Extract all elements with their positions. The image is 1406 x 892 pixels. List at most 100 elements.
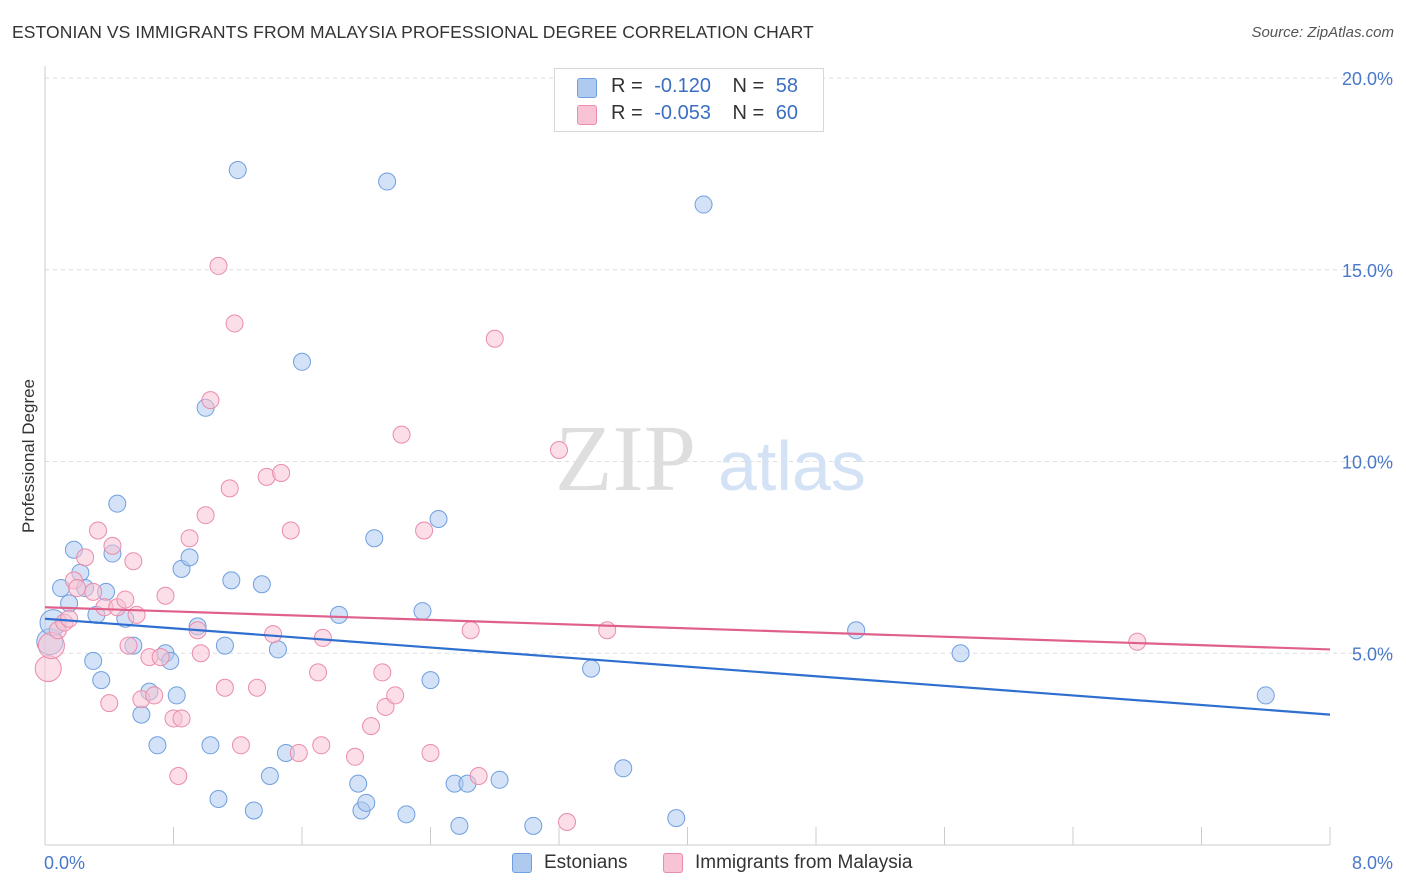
estonians-point[interactable] xyxy=(215,636,234,655)
legend-n-value: 58 xyxy=(775,75,799,97)
estonians-point[interactable] xyxy=(582,659,601,678)
malaysia-trend-line xyxy=(44,606,1331,651)
estonians-point[interactable] xyxy=(167,686,186,705)
malaysia-point[interactable] xyxy=(145,686,164,705)
malaysia-point[interactable] xyxy=(103,536,122,555)
estonians-point[interactable] xyxy=(222,571,241,590)
malaysia-point[interactable] xyxy=(196,506,215,525)
malaysia-point[interactable] xyxy=(124,552,143,571)
malaysia-point[interactable] xyxy=(209,256,228,275)
estonians-point[interactable] xyxy=(268,640,287,659)
malaysia-point[interactable] xyxy=(461,621,480,640)
legend-r-label: R = xyxy=(611,75,643,97)
x-tick-marks xyxy=(44,827,1331,845)
malaysia-point[interactable] xyxy=(289,743,308,762)
malaysia-point[interactable] xyxy=(231,736,250,755)
estonians-point[interactable] xyxy=(228,161,247,180)
estonians-point[interactable] xyxy=(397,805,416,824)
malaysia-point[interactable] xyxy=(84,582,103,601)
malaysia-point[interactable] xyxy=(485,329,504,348)
malaysia-point[interactable] xyxy=(172,709,191,728)
malaysia-point[interactable] xyxy=(76,548,95,567)
malaysia-point[interactable] xyxy=(191,644,210,663)
malaysia-point[interactable] xyxy=(89,521,108,540)
malaysia-point[interactable] xyxy=(373,663,392,682)
malaysia-point[interactable] xyxy=(201,391,220,410)
estonians-point[interactable] xyxy=(951,644,970,663)
estonians-point[interactable] xyxy=(450,816,469,835)
y-tick-label: 5.0% xyxy=(1352,644,1393,664)
estonians-point[interactable] xyxy=(1256,686,1275,705)
malaysia-point[interactable] xyxy=(313,628,332,647)
malaysia-point[interactable] xyxy=(220,479,239,498)
estonians-point[interactable] xyxy=(694,195,713,214)
estonians-point[interactable] xyxy=(132,705,151,724)
estonians-point[interactable] xyxy=(413,602,432,621)
grid-lines xyxy=(45,77,1393,654)
malaysia-point[interactable] xyxy=(558,812,577,831)
estonians-point[interactable] xyxy=(329,605,348,624)
estonians-point[interactable] xyxy=(378,172,397,191)
malaysia-point[interactable] xyxy=(68,579,87,598)
estonians-point[interactable] xyxy=(209,789,228,808)
malaysia-point[interactable] xyxy=(421,743,440,762)
malaysia-point[interactable] xyxy=(469,766,488,785)
estonians-trend-line xyxy=(44,617,1331,716)
malaysia-point[interactable] xyxy=(376,697,395,716)
malaysia-point[interactable] xyxy=(60,609,79,628)
estonians-point[interactable] xyxy=(244,801,263,820)
legend-r-value: -0.120 xyxy=(654,75,711,97)
estonians-point[interactable] xyxy=(293,352,311,371)
estonians-point[interactable] xyxy=(148,736,167,755)
estonians-point[interactable] xyxy=(365,529,384,548)
malaysia-point[interactable] xyxy=(169,766,188,785)
estonians-point[interactable] xyxy=(614,759,633,778)
malaysia-point[interactable] xyxy=(119,636,138,655)
estonians-point[interactable] xyxy=(490,770,509,789)
estonians-point[interactable] xyxy=(108,494,127,513)
estonians-point[interactable] xyxy=(421,671,440,690)
malaysia-point[interactable] xyxy=(272,464,291,483)
y-tick-label: 20.0% xyxy=(1342,69,1393,89)
correlation-legend: R = -0.120 N = 58 R = -0.053 N = 60 xyxy=(554,68,824,132)
malaysia-point[interactable] xyxy=(1128,632,1147,651)
estonians-point[interactable] xyxy=(357,793,376,812)
malaysia-point[interactable] xyxy=(598,621,617,640)
estonians-point[interactable] xyxy=(180,548,199,567)
malaysia-point[interactable] xyxy=(386,686,405,705)
x-tick-label-max: 8.0% xyxy=(1352,853,1393,873)
malaysia-point[interactable] xyxy=(248,678,267,697)
malaysia-point[interactable] xyxy=(34,655,62,683)
estonians-point[interactable] xyxy=(349,774,368,793)
y-tick-label: 15.0% xyxy=(1342,261,1393,281)
estonians-point[interactable] xyxy=(201,736,220,755)
malaysia-point[interactable] xyxy=(225,314,244,333)
malaysia-point[interactable] xyxy=(362,717,381,736)
estonians-point[interactable] xyxy=(429,510,448,529)
malaysia-point[interactable] xyxy=(281,521,300,540)
malaysia-point[interactable] xyxy=(312,736,331,755)
estonians-point[interactable] xyxy=(92,671,111,690)
malaysia-point[interactable] xyxy=(346,747,365,766)
malaysia-point[interactable] xyxy=(156,586,175,605)
malaysia-point[interactable] xyxy=(180,529,199,548)
malaysia-point[interactable] xyxy=(215,678,234,697)
estonians-point[interactable] xyxy=(667,809,686,828)
malaysia-point[interactable] xyxy=(264,625,283,644)
estonians-point[interactable] xyxy=(524,816,543,835)
malaysia-point[interactable] xyxy=(415,521,434,540)
estonians-point[interactable] xyxy=(60,594,79,613)
malaysia-point[interactable] xyxy=(392,425,411,444)
malaysia-point[interactable] xyxy=(550,440,568,459)
estonians-point[interactable] xyxy=(84,651,103,670)
malaysia-point[interactable] xyxy=(100,694,119,713)
malaysia-point[interactable] xyxy=(116,590,135,609)
legend-swatch-estonians xyxy=(577,78,597,98)
estonians-point[interactable] xyxy=(252,575,271,594)
estonians-point[interactable] xyxy=(260,766,279,785)
legend-swatch-estonians xyxy=(512,853,532,873)
malaysia-point[interactable] xyxy=(151,648,170,667)
malaysia-point[interactable] xyxy=(309,663,328,682)
source-label[interactable]: Source: ZipAtlas.com xyxy=(1251,24,1394,41)
estonians-point[interactable] xyxy=(847,621,866,640)
